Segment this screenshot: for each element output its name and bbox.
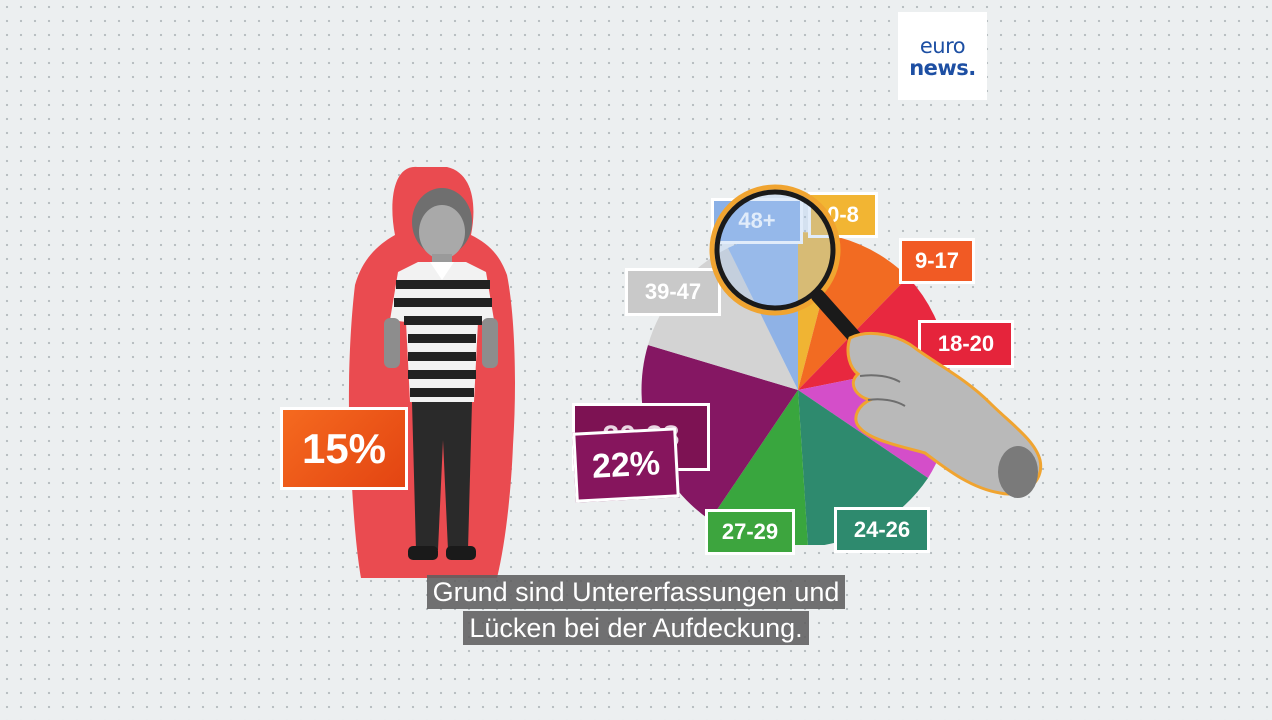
- age-label-39-47: 39-47: [625, 268, 721, 316]
- age-label-27-29: 27-29: [705, 509, 795, 555]
- age-pie-chart: [641, 231, 952, 545]
- subtitle: Grund sind Untererfassungen und Lücken b…: [0, 575, 1272, 647]
- child-percent-label: 15%: [280, 407, 408, 490]
- age-label-48-plus: 48+: [711, 198, 803, 244]
- child-figure: [384, 188, 498, 560]
- age-label-9-17: 9-17: [899, 238, 975, 284]
- pie-percent-label: 22%: [572, 427, 680, 503]
- age-label-24-26: 24-26: [834, 507, 930, 553]
- subtitle-line1: Grund sind Untererfassungen und: [426, 575, 846, 609]
- hand-icon: [846, 331, 1043, 498]
- subtitle-line2: Lücken bei der Aufdeckung.: [463, 611, 809, 645]
- euronews-logo: euro news.: [898, 12, 987, 100]
- logo-line2: news.: [909, 56, 976, 80]
- magnifier-icon: [709, 184, 1043, 498]
- logo-line1: euro: [919, 34, 966, 58]
